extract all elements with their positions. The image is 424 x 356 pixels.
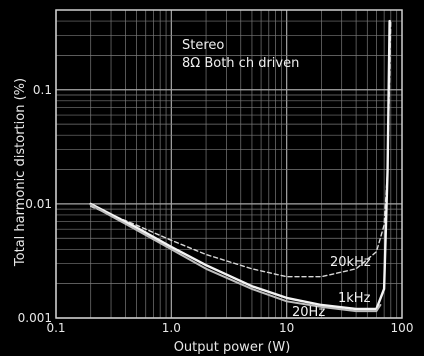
y-tick-label: 0.1 — [33, 83, 52, 97]
series-line-20hz — [89, 203, 382, 313]
x-tick-labels: 0.1 1.0 10 100 — [46, 321, 413, 335]
y-tick-labels: 0.001 0.01 0.1 — [18, 83, 52, 325]
y-tick-label: 0.01 — [25, 197, 52, 211]
x-tick-label: 10 — [279, 321, 294, 335]
y-axis-label: Total harmonic distortion (%) — [13, 78, 28, 267]
annotation-load: 8Ω Both ch driven — [182, 56, 299, 71]
x-tick-label: 1.0 — [162, 321, 181, 335]
series-line-20khz — [89, 20, 392, 278]
series-group — [89, 19, 392, 313]
x-tick-label: 0.1 — [46, 321, 65, 335]
x-axis-label: Output power (W) — [174, 340, 291, 355]
plot-border — [55, 9, 403, 319]
x-tick-label: 100 — [391, 321, 414, 335]
series-line-1khz — [89, 19, 391, 311]
y-tick-label: 0.001 — [18, 311, 52, 325]
plot-frame — [55, 9, 403, 319]
series-label-20khz: 20kHz — [330, 255, 371, 270]
series-label-20hz: 20Hz — [292, 305, 325, 320]
annotation-stereo: Stereo — [182, 38, 224, 53]
series-label-1khz: 1kHz — [338, 291, 371, 306]
